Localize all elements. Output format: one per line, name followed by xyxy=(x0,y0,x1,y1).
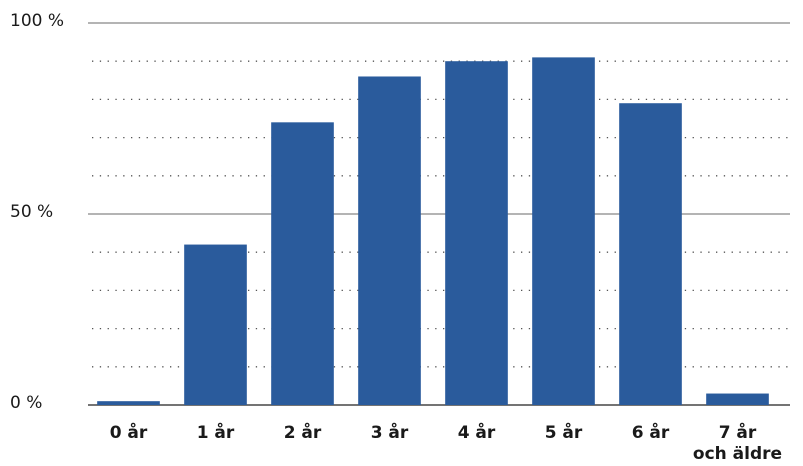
bar xyxy=(271,122,334,405)
x-tick-label: 4 år xyxy=(458,421,496,443)
bar xyxy=(445,61,508,405)
bar xyxy=(706,393,769,405)
x-tick-label: 1 år xyxy=(197,421,235,443)
x-tick-label: 5 år xyxy=(545,421,583,443)
y-tick-label: 0 % xyxy=(10,393,42,413)
x-tick-label: 7 år och äldre xyxy=(693,421,782,464)
bar xyxy=(184,244,247,405)
bar xyxy=(358,76,421,405)
x-tick-label: 2 år xyxy=(284,421,322,443)
bar xyxy=(619,103,682,405)
y-tick-label: 100 % xyxy=(10,11,64,31)
y-tick-label: 50 % xyxy=(10,202,53,222)
bar xyxy=(97,401,160,405)
x-tick-label: 0 år xyxy=(110,421,148,443)
bar xyxy=(532,57,595,405)
x-tick-label: 6 år xyxy=(632,421,670,443)
x-tick-label: 3 år xyxy=(371,421,409,443)
